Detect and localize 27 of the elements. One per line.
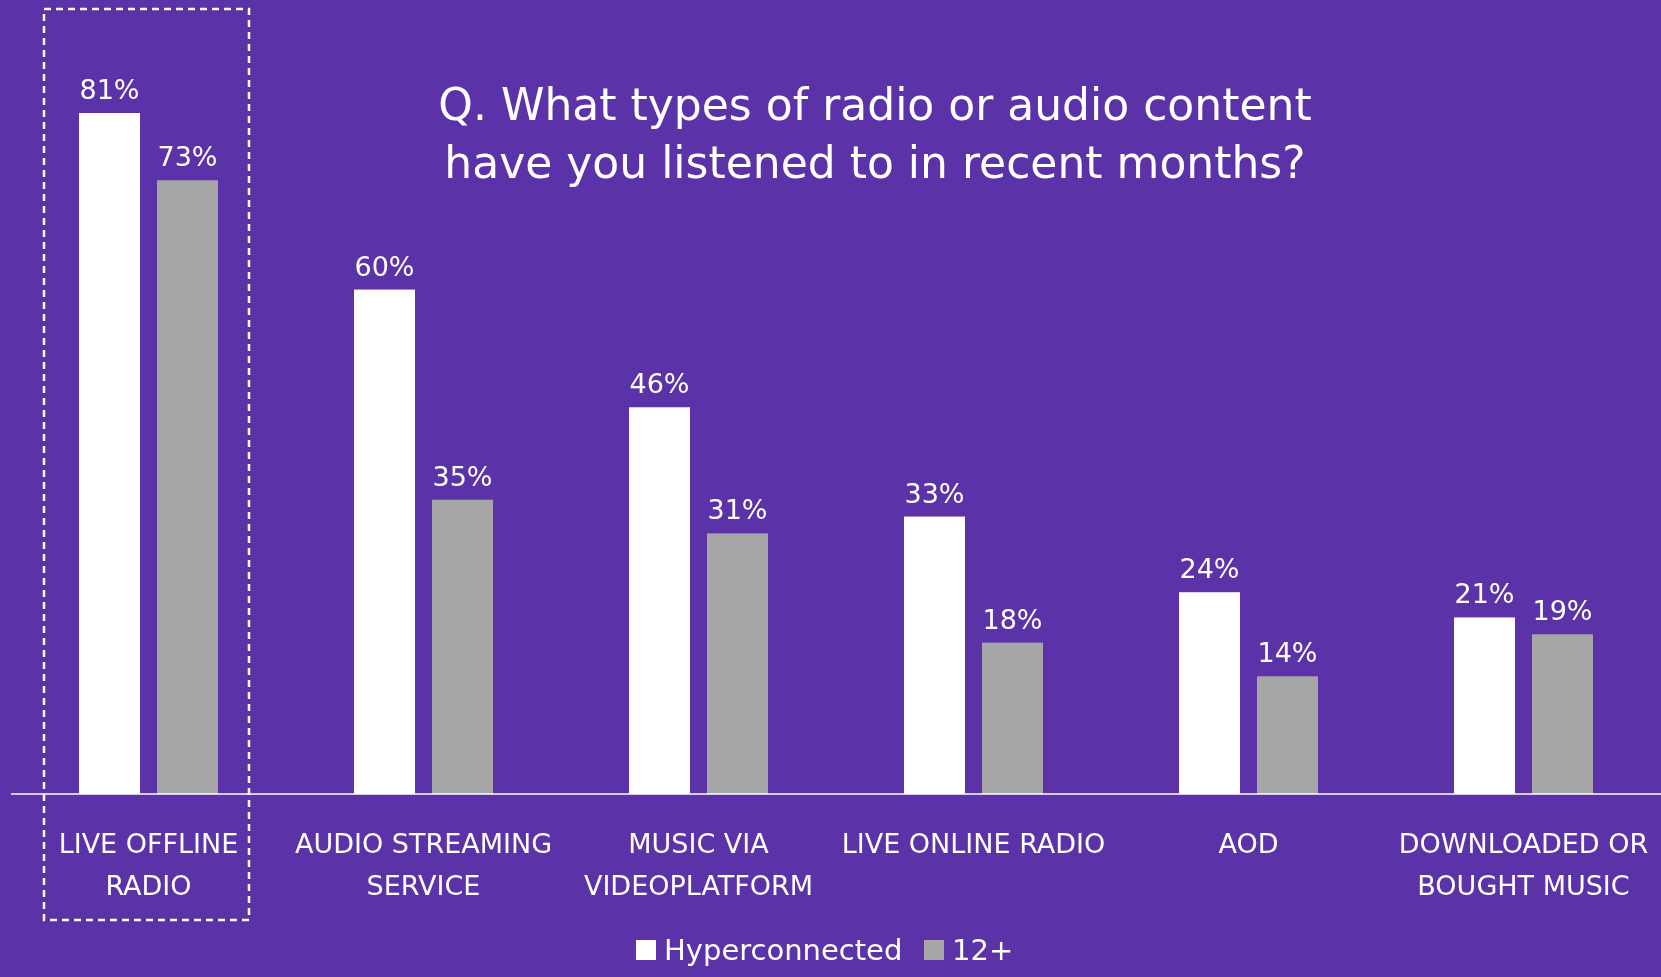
data-label: 33% xyxy=(904,477,965,509)
data-label: 81% xyxy=(79,74,140,105)
bar xyxy=(1532,634,1593,794)
x-tick-label: AOD xyxy=(1218,828,1279,859)
data-label: 19% xyxy=(1532,595,1593,627)
data-label: 21% xyxy=(1454,578,1515,610)
data-label: 24% xyxy=(1179,553,1240,585)
x-tick-label: AUDIO STREAMING SERVICE xyxy=(294,828,553,901)
data-label: 73% xyxy=(157,141,218,173)
x-tick-label: LIVE ONLINE RADIO xyxy=(841,828,1106,859)
x-tick-label: DOWNLOADED OR BOUGHT MUSIC xyxy=(1398,828,1649,901)
data-label: 60% xyxy=(354,250,415,282)
data-label: 18% xyxy=(982,603,1043,635)
bar xyxy=(1257,676,1318,794)
bar xyxy=(982,642,1043,794)
legend-label: 12+ xyxy=(952,933,1014,967)
data-label: 31% xyxy=(707,494,768,526)
data-label: 14% xyxy=(1257,637,1318,669)
chart-title: Q. What types of radio or audio content have you listened to in recent months? xyxy=(438,79,1312,188)
bar xyxy=(432,499,493,794)
data-label: 46% xyxy=(629,368,690,400)
bar xyxy=(707,533,768,794)
x-tick-label: LIVE OFFLINE RADIO xyxy=(58,828,239,901)
bar xyxy=(157,180,218,794)
data-label: 35% xyxy=(432,460,493,492)
legend-label: Hyperconnected xyxy=(664,933,903,967)
x-tick-label: MUSIC VIA VIDEOPLATFORM xyxy=(583,828,814,901)
